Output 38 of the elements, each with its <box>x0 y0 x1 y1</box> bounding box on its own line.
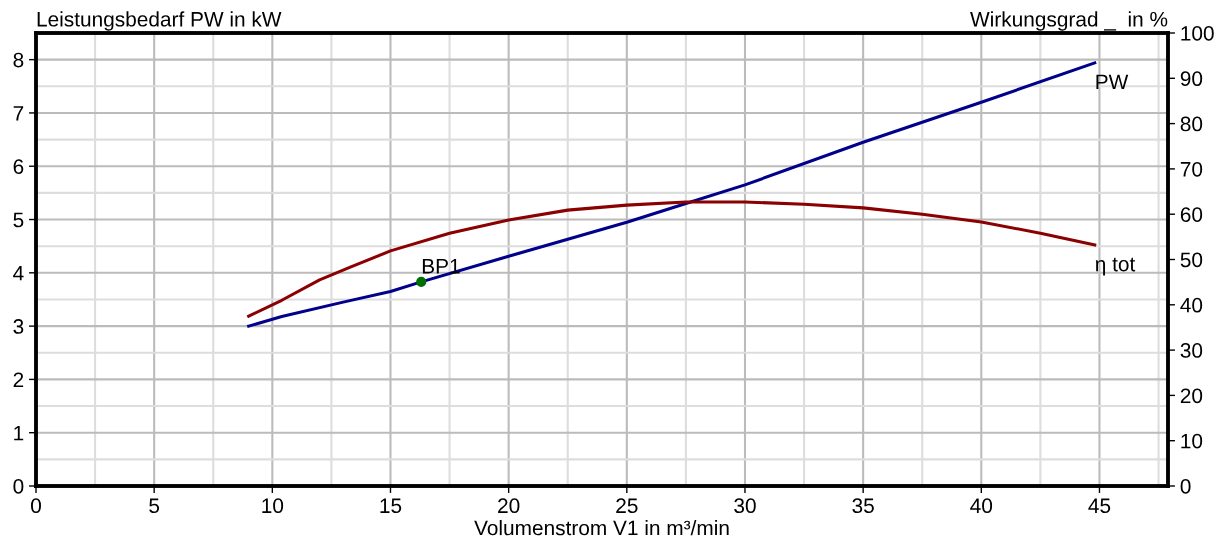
y2-tick-label: 40 <box>1180 297 1203 313</box>
x-tick-label: 15 <box>380 498 402 514</box>
y-tick-label: 4 <box>13 266 24 281</box>
x-tick-label: 30 <box>734 498 756 514</box>
y-tick-label: 3 <box>13 319 24 334</box>
x-tick-label: 20 <box>498 498 520 514</box>
y2-tick-label: 100 <box>1181 26 1214 41</box>
y2-tick-label: 70 <box>1180 161 1203 177</box>
y-tick-label: 7 <box>13 106 24 121</box>
x-tick-label: 35 <box>852 498 874 514</box>
series-label: η tot <box>1095 257 1136 276</box>
line-series <box>247 200 1097 318</box>
y-tick-label: 2 <box>13 372 24 387</box>
x-tick-label: 5 <box>149 498 160 514</box>
y2-tick-label: 60 <box>1180 207 1203 222</box>
y2-tick-label: 10 <box>1181 433 1203 449</box>
x-tick-label: 40 <box>970 498 993 514</box>
y-tick-label: 6 <box>13 159 24 174</box>
x-tick-label: 0 <box>31 498 41 514</box>
x-tick-label: 45 <box>1088 498 1111 514</box>
x-axis-title: Volumenstrom V1 in m³/min <box>474 520 729 536</box>
y2-tick-label: 20 <box>1180 388 1203 404</box>
y-tick-label: 1 <box>14 425 24 441</box>
series-label: PW <box>1096 74 1129 90</box>
y2-tick-label: 50 <box>1180 252 1203 268</box>
x-tick-label: 25 <box>616 498 638 514</box>
y-tick-label: 0 <box>13 479 24 494</box>
series-label: BP1 <box>422 259 460 274</box>
y2-axis-title: Wirkungsgrad _ in % <box>970 11 1168 31</box>
y2-tick-label: 90 <box>1180 71 1203 87</box>
y-tick-label: 5 <box>13 212 24 228</box>
y2-tick-label: 80 <box>1180 116 1203 132</box>
y-tick-label: 8 <box>13 52 24 68</box>
y2-tick-label: 30 <box>1180 343 1203 358</box>
y-axis-title: Leistungsbedarf PW in kW <box>37 11 282 31</box>
x-tick-label: 10 <box>262 498 284 514</box>
y2-tick-label: 0 <box>1180 479 1191 494</box>
line-series <box>247 61 1097 328</box>
